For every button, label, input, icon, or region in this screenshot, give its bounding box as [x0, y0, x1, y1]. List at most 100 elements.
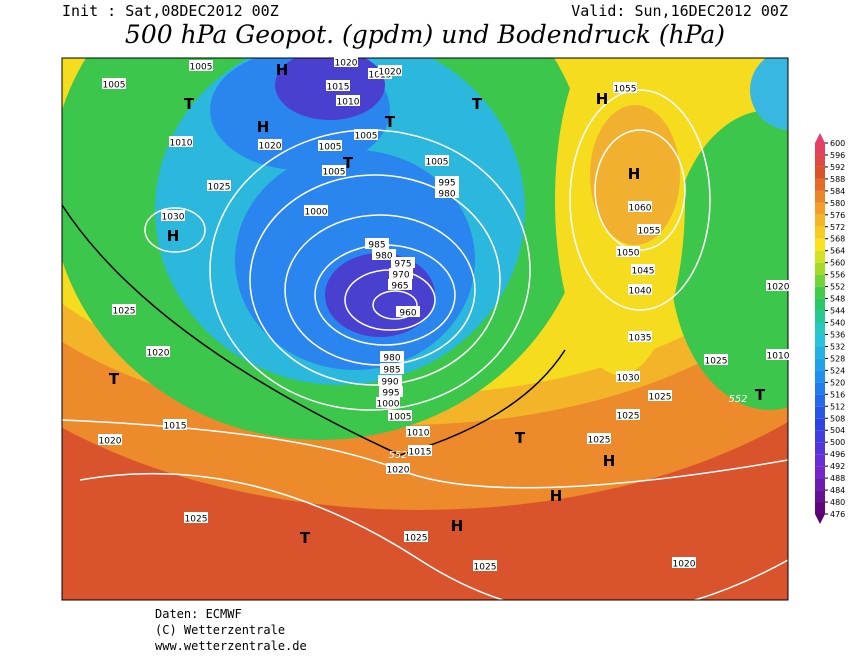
colorbar-end: [815, 133, 825, 143]
colorbar-label: 520: [830, 378, 845, 387]
label-box: [365, 238, 389, 249]
isobar-label: 1005: [426, 158, 449, 168]
label-box: [379, 386, 403, 397]
pressure-center: H: [257, 118, 270, 136]
label-box: [704, 354, 728, 365]
isobar-label: 1040: [629, 287, 652, 297]
label-box: [322, 165, 346, 176]
colorbar-cell: [815, 178, 825, 191]
label-box: [613, 82, 637, 93]
isobar-label: 985: [368, 241, 385, 251]
colorbar-label: 588: [830, 175, 845, 184]
colorbar-cell: [815, 274, 825, 287]
isobar-label: 1020: [99, 437, 122, 447]
pressure-center: T: [343, 154, 354, 172]
colorbar-label: 548: [830, 295, 845, 304]
isobar-label: 995: [438, 179, 455, 189]
pressure-center: H: [596, 90, 609, 108]
label-box: [648, 390, 672, 401]
isobar-label: 980: [375, 252, 392, 262]
label-box: [631, 264, 655, 275]
colorbar-label: 592: [830, 163, 845, 172]
label-box: [354, 129, 378, 140]
isobar-label: 1015: [327, 83, 350, 93]
label-box: [334, 56, 358, 67]
isobar-label: 1020: [147, 349, 170, 359]
label-box: [386, 463, 410, 474]
colorbar-cell: [815, 143, 825, 155]
isobar-label: 990: [381, 378, 398, 388]
isobar-label: 1025: [617, 412, 640, 422]
colorbar-cell: [815, 454, 825, 467]
colorbar-cell: [815, 418, 825, 431]
label-box: [304, 205, 328, 216]
colorbar-cell: [815, 238, 825, 251]
colorbar-cell: [815, 442, 825, 455]
colorbar-label: 556: [830, 271, 845, 280]
isobar-label: 1020: [379, 68, 402, 78]
isobar-label: 1025: [705, 357, 728, 367]
isobar-label: 1005: [190, 63, 213, 73]
colorbar-cell: [815, 382, 825, 395]
label-box: [189, 60, 213, 71]
label-box: [378, 65, 402, 76]
label-box: [628, 201, 652, 212]
colorbar-cell: [815, 490, 825, 503]
label-box: [628, 331, 652, 342]
isobar-label: 1005: [103, 81, 126, 91]
colorbar-label: 488: [830, 474, 845, 483]
label-box: [435, 176, 459, 187]
label-box: [404, 531, 428, 542]
isobar-label: 1025: [113, 307, 136, 317]
colorbar-cell: [815, 286, 825, 299]
colorbar-label: 564: [830, 247, 845, 256]
label-box: [391, 257, 415, 268]
isobar-label: 960: [399, 309, 416, 319]
colorbar-cell: [815, 394, 825, 407]
isobar-label: 1020: [335, 59, 358, 69]
colorbar-label: 528: [830, 354, 845, 363]
label-box: [372, 249, 396, 260]
isobar-label: 1050: [617, 249, 640, 259]
label-box: [425, 155, 449, 166]
isobar-label: 980: [383, 354, 400, 364]
colorbar-label: 580: [830, 199, 845, 208]
colorbar-cell: [815, 214, 825, 227]
colorbar-cell: [815, 502, 825, 514]
colorbar-cell: [815, 430, 825, 443]
label-box: [169, 136, 193, 147]
colorbar-cell: [815, 166, 825, 179]
isobar-label: 1010: [767, 352, 790, 362]
isobar-label: 965: [391, 282, 408, 292]
isobar-label: 1010: [407, 429, 430, 439]
colorbar-label: 552: [830, 283, 845, 292]
isobar-label: 1055: [614, 85, 637, 95]
isobar-label: 1010: [170, 139, 193, 149]
field: [62, 58, 788, 600]
label-box: [473, 560, 497, 571]
label-box: [102, 78, 126, 89]
pressure-center: T: [385, 113, 396, 131]
label-box: [435, 187, 459, 198]
pressure-center: H: [603, 452, 616, 470]
pressure-center: T: [755, 386, 766, 404]
colorbar-label: 512: [830, 402, 845, 411]
colorbar-label: 540: [830, 319, 845, 328]
colorbar-cell: [815, 322, 825, 335]
label-box: [112, 304, 136, 315]
isobar-label: 1005: [355, 132, 378, 142]
colorbar-label: 576: [830, 211, 845, 220]
colorbar-label: 508: [830, 414, 845, 423]
colorbar-label: 560: [830, 259, 845, 268]
colorbar-label: 572: [830, 223, 845, 232]
label-box: [637, 224, 661, 235]
isobar-label: 1015: [409, 448, 432, 458]
colorbar-label: 484: [830, 486, 845, 495]
label-box: [161, 210, 185, 221]
isobar-label: 1045: [632, 267, 655, 277]
pressure-center: H: [628, 165, 641, 183]
label-box: [672, 557, 696, 568]
label-box: [376, 397, 400, 408]
colorbar-label: 600: [830, 139, 845, 148]
